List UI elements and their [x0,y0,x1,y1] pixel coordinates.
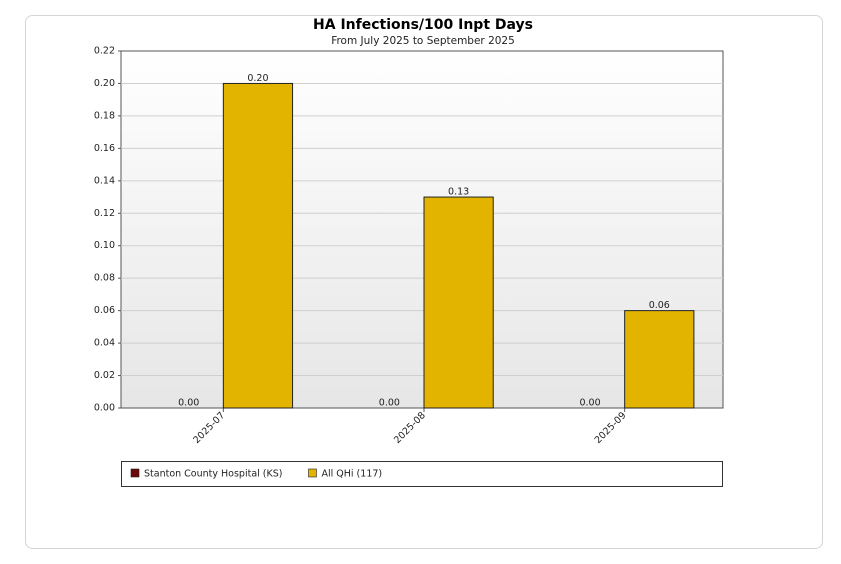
data-label: 0.06 [649,300,670,311]
y-tick-label: 0.10 [94,240,115,251]
y-tick-label: 0.00 [94,403,115,414]
legend-swatch [308,468,317,478]
y-tick-label: 0.12 [94,208,115,219]
y-tick-label: 0.06 [94,305,115,316]
data-label: 0.00 [579,398,600,409]
bar [624,310,695,409]
legend [121,461,723,487]
plot-area [120,50,724,409]
legend-label: All QHi (117) [321,469,382,480]
chart-subtitle: From July 2025 to September 2025 [331,35,515,47]
legend-label: Stanton County Hospital (KS) [144,469,282,480]
y-tick-label: 0.02 [94,370,115,381]
y-tick-label: 0.14 [94,175,115,186]
data-label: 0.00 [178,398,199,409]
bar [222,82,294,409]
chart-title: HA Infections/100 Inpt Days [313,17,533,33]
y-tick-label: 0.08 [94,273,115,284]
y-tick-label: 0.04 [94,338,115,349]
legend-swatch [130,468,140,478]
y-tick-label: 0.22 [94,46,115,57]
bar [423,196,494,409]
y-tick-label: 0.18 [94,110,115,121]
data-label: 0.20 [247,73,268,84]
y-tick-label: 0.20 [94,78,115,89]
data-label: 0.00 [379,398,400,409]
y-tick-label: 0.16 [94,143,115,154]
data-label: 0.13 [448,187,469,198]
